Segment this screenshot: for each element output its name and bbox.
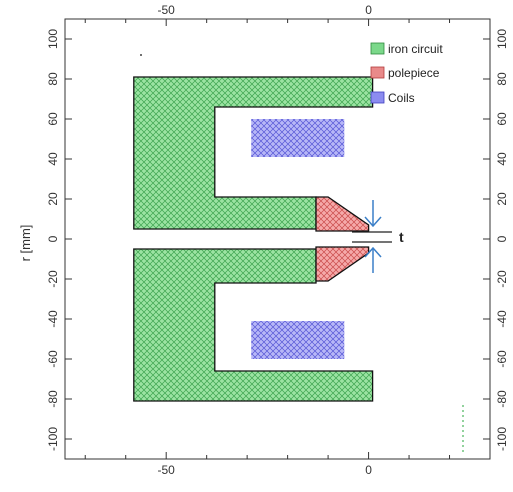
legend-label-coils: Coils [388, 91, 415, 105]
x-tick-label-top: 0 [365, 3, 372, 17]
y-tick-label-left: -100 [46, 427, 60, 451]
y-tick-label-left: -20 [46, 270, 60, 288]
legend: iron circuit polepiece Coils [370, 42, 443, 105]
y-tick-label-left: -40 [46, 310, 60, 328]
y-tick-label-right: -20 [495, 270, 509, 288]
y-tick-label-right: -60 [495, 350, 509, 368]
y-tick-label-left: 80 [46, 72, 60, 86]
gap-arrowhead-down-icon [364, 216, 382, 228]
gap-annotation: t [352, 200, 404, 273]
y-tick-label-right: -80 [495, 390, 509, 408]
stray-dot [140, 54, 142, 56]
y-tick-label-left: 0 [46, 235, 60, 242]
gap-label: t [399, 229, 404, 245]
legend-swatch-polepiece [370, 66, 385, 79]
iron-circuit-upper [133, 76, 374, 230]
y-tick-label-left: -60 [46, 350, 60, 368]
x-tick-label-bottom: -50 [158, 463, 176, 477]
y-tick-label-left: 100 [46, 29, 60, 49]
y-tick-label-right: 20 [495, 192, 509, 206]
y-tick-label-left: 60 [46, 112, 60, 126]
gap-arrowhead-up-icon [364, 246, 382, 258]
legend-swatch-iron [370, 42, 385, 55]
y-tick-label-right: 80 [495, 72, 509, 86]
coil-lower [251, 321, 345, 359]
y-tick-label-right: 0 [495, 235, 509, 242]
x-tick-label-top: -50 [158, 3, 176, 17]
polepiece-upper [315, 196, 370, 232]
y-axis-title: r [mm] [18, 225, 33, 262]
polepiece-lower [315, 246, 370, 282]
y-tick-label-right: -100 [495, 427, 509, 451]
y-tick-label-left: 20 [46, 192, 60, 206]
axes: 100 100 80 80 60 60 40 40 20 20 0 0 -20 -20 -40 -40 -60 -… [46, 3, 509, 477]
coil-upper [251, 119, 345, 157]
legend-label-polepiece: polepiece [388, 66, 440, 80]
y-tick-label-left: -80 [46, 390, 60, 408]
legend-label-iron: iron circuit [388, 42, 443, 56]
legend-swatch-coils [370, 91, 385, 104]
x-tick-label-bottom: 0 [365, 463, 372, 477]
y-tick-label-left: 40 [46, 152, 60, 166]
y-tick-label-right: 100 [495, 29, 509, 49]
regions [133, 76, 374, 402]
y-tick-label-right: -40 [495, 310, 509, 328]
y-tick-label-right: 60 [495, 112, 509, 126]
y-tick-label-right: 40 [495, 152, 509, 166]
